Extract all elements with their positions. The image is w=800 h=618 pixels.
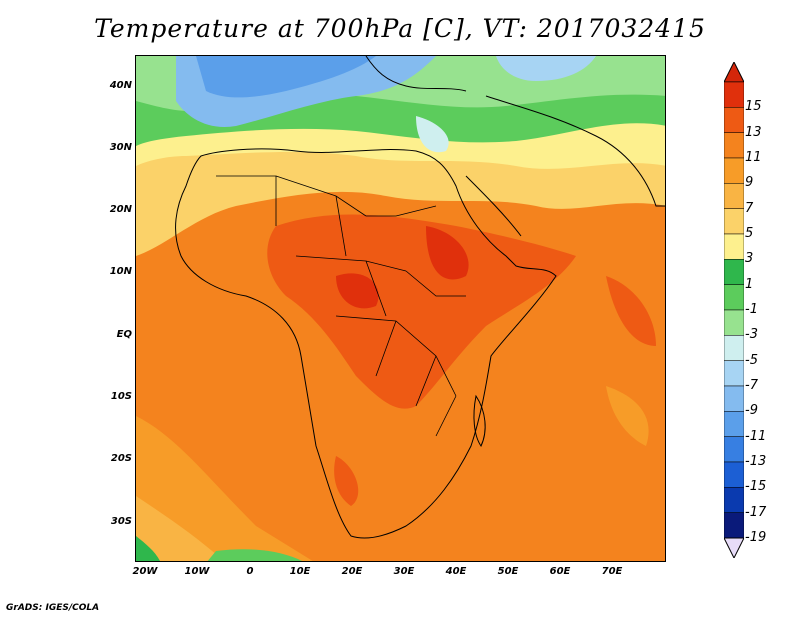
colorbar-swatch <box>723 487 745 513</box>
lat-label: 40N <box>109 80 132 91</box>
colorbar-label: 13 <box>745 124 762 140</box>
colorbar-svg <box>723 60 745 560</box>
lon-label: 0 <box>246 566 254 577</box>
colorbar-bottom-arrow <box>723 537 745 560</box>
colorbar-swatch <box>723 132 745 159</box>
lon-label: 60E <box>549 566 571 577</box>
colorbar <box>723 60 745 560</box>
colorbar-swatch <box>723 436 745 463</box>
colorbar-swatch <box>723 461 745 488</box>
colorbar-swatch <box>723 233 745 260</box>
lat-label: 10S <box>110 391 132 402</box>
lon-label: 70E <box>601 566 623 577</box>
colorbar-label: -15 <box>745 479 767 495</box>
arabia-coastline <box>485 95 665 207</box>
colorbar-swatch <box>723 157 745 184</box>
colorbar-swatch <box>723 335 745 361</box>
colorbar-label: 3 <box>745 251 754 267</box>
lat-label: EQ <box>116 329 132 340</box>
colorbar-label: 5 <box>745 226 754 241</box>
hot-core-field <box>267 214 576 409</box>
colorbar-swatch <box>723 360 745 387</box>
country-borders <box>216 175 466 437</box>
colorbar-top-arrow <box>723 60 745 83</box>
colorbar-swatch <box>723 183 745 209</box>
south-atlantic-field <box>136 416 313 561</box>
lon-label: 20E <box>341 566 363 577</box>
colorbar-label: 1 <box>745 276 754 292</box>
colorbar-label: -11 <box>745 428 767 444</box>
colorbar-swatch <box>723 81 745 108</box>
lat-label: 20S <box>110 453 132 464</box>
lat-label: 10N <box>109 266 132 277</box>
colorbar-label: -17 <box>745 504 767 520</box>
madagascar-outline <box>473 394 486 447</box>
colorbar-swatch <box>723 385 745 412</box>
africa-coastline <box>175 148 557 539</box>
colorbar-label: 7 <box>745 200 754 216</box>
colorbar-swatch <box>723 208 745 235</box>
colorbar-label: 15 <box>745 99 762 115</box>
colorbar-label: -7 <box>745 378 758 393</box>
temperature-map <box>135 55 666 562</box>
footer-credit: GrADS: IGES/COLA <box>6 603 100 613</box>
colorbar-swatch <box>723 107 745 133</box>
lat-label: 30S <box>110 516 132 527</box>
colorbar-label: -3 <box>745 327 758 343</box>
colorbar-label: -1 <box>745 302 758 317</box>
colorbar-label: -13 <box>745 454 767 469</box>
colorbar-label: -5 <box>745 352 758 368</box>
lon-label: 10E <box>289 566 311 577</box>
colorbar-swatch <box>723 411 745 437</box>
colorbar-swatch <box>723 309 745 336</box>
chart-title: Temperature at 700hPa [C], VT: 201703241… <box>94 14 706 43</box>
lon-label: 40E <box>445 566 467 577</box>
colorbar-label: 9 <box>745 175 754 191</box>
lon-label: 10W <box>184 566 210 577</box>
lon-label: 20W <box>132 566 158 577</box>
lon-label: 50E <box>497 566 519 577</box>
colorbar-label: 11 <box>745 150 762 165</box>
lon-label: 30E <box>393 566 415 577</box>
colorbar-label: -19 <box>745 530 767 545</box>
lat-label: 30N <box>109 142 132 153</box>
europe-coastline <box>365 56 467 92</box>
colorbar-label: -9 <box>745 403 758 419</box>
colorbar-swatch <box>723 259 745 285</box>
lat-label: 20N <box>109 204 132 215</box>
colorbar-swatch <box>723 284 745 311</box>
colorbar-swatch <box>723 512 745 539</box>
